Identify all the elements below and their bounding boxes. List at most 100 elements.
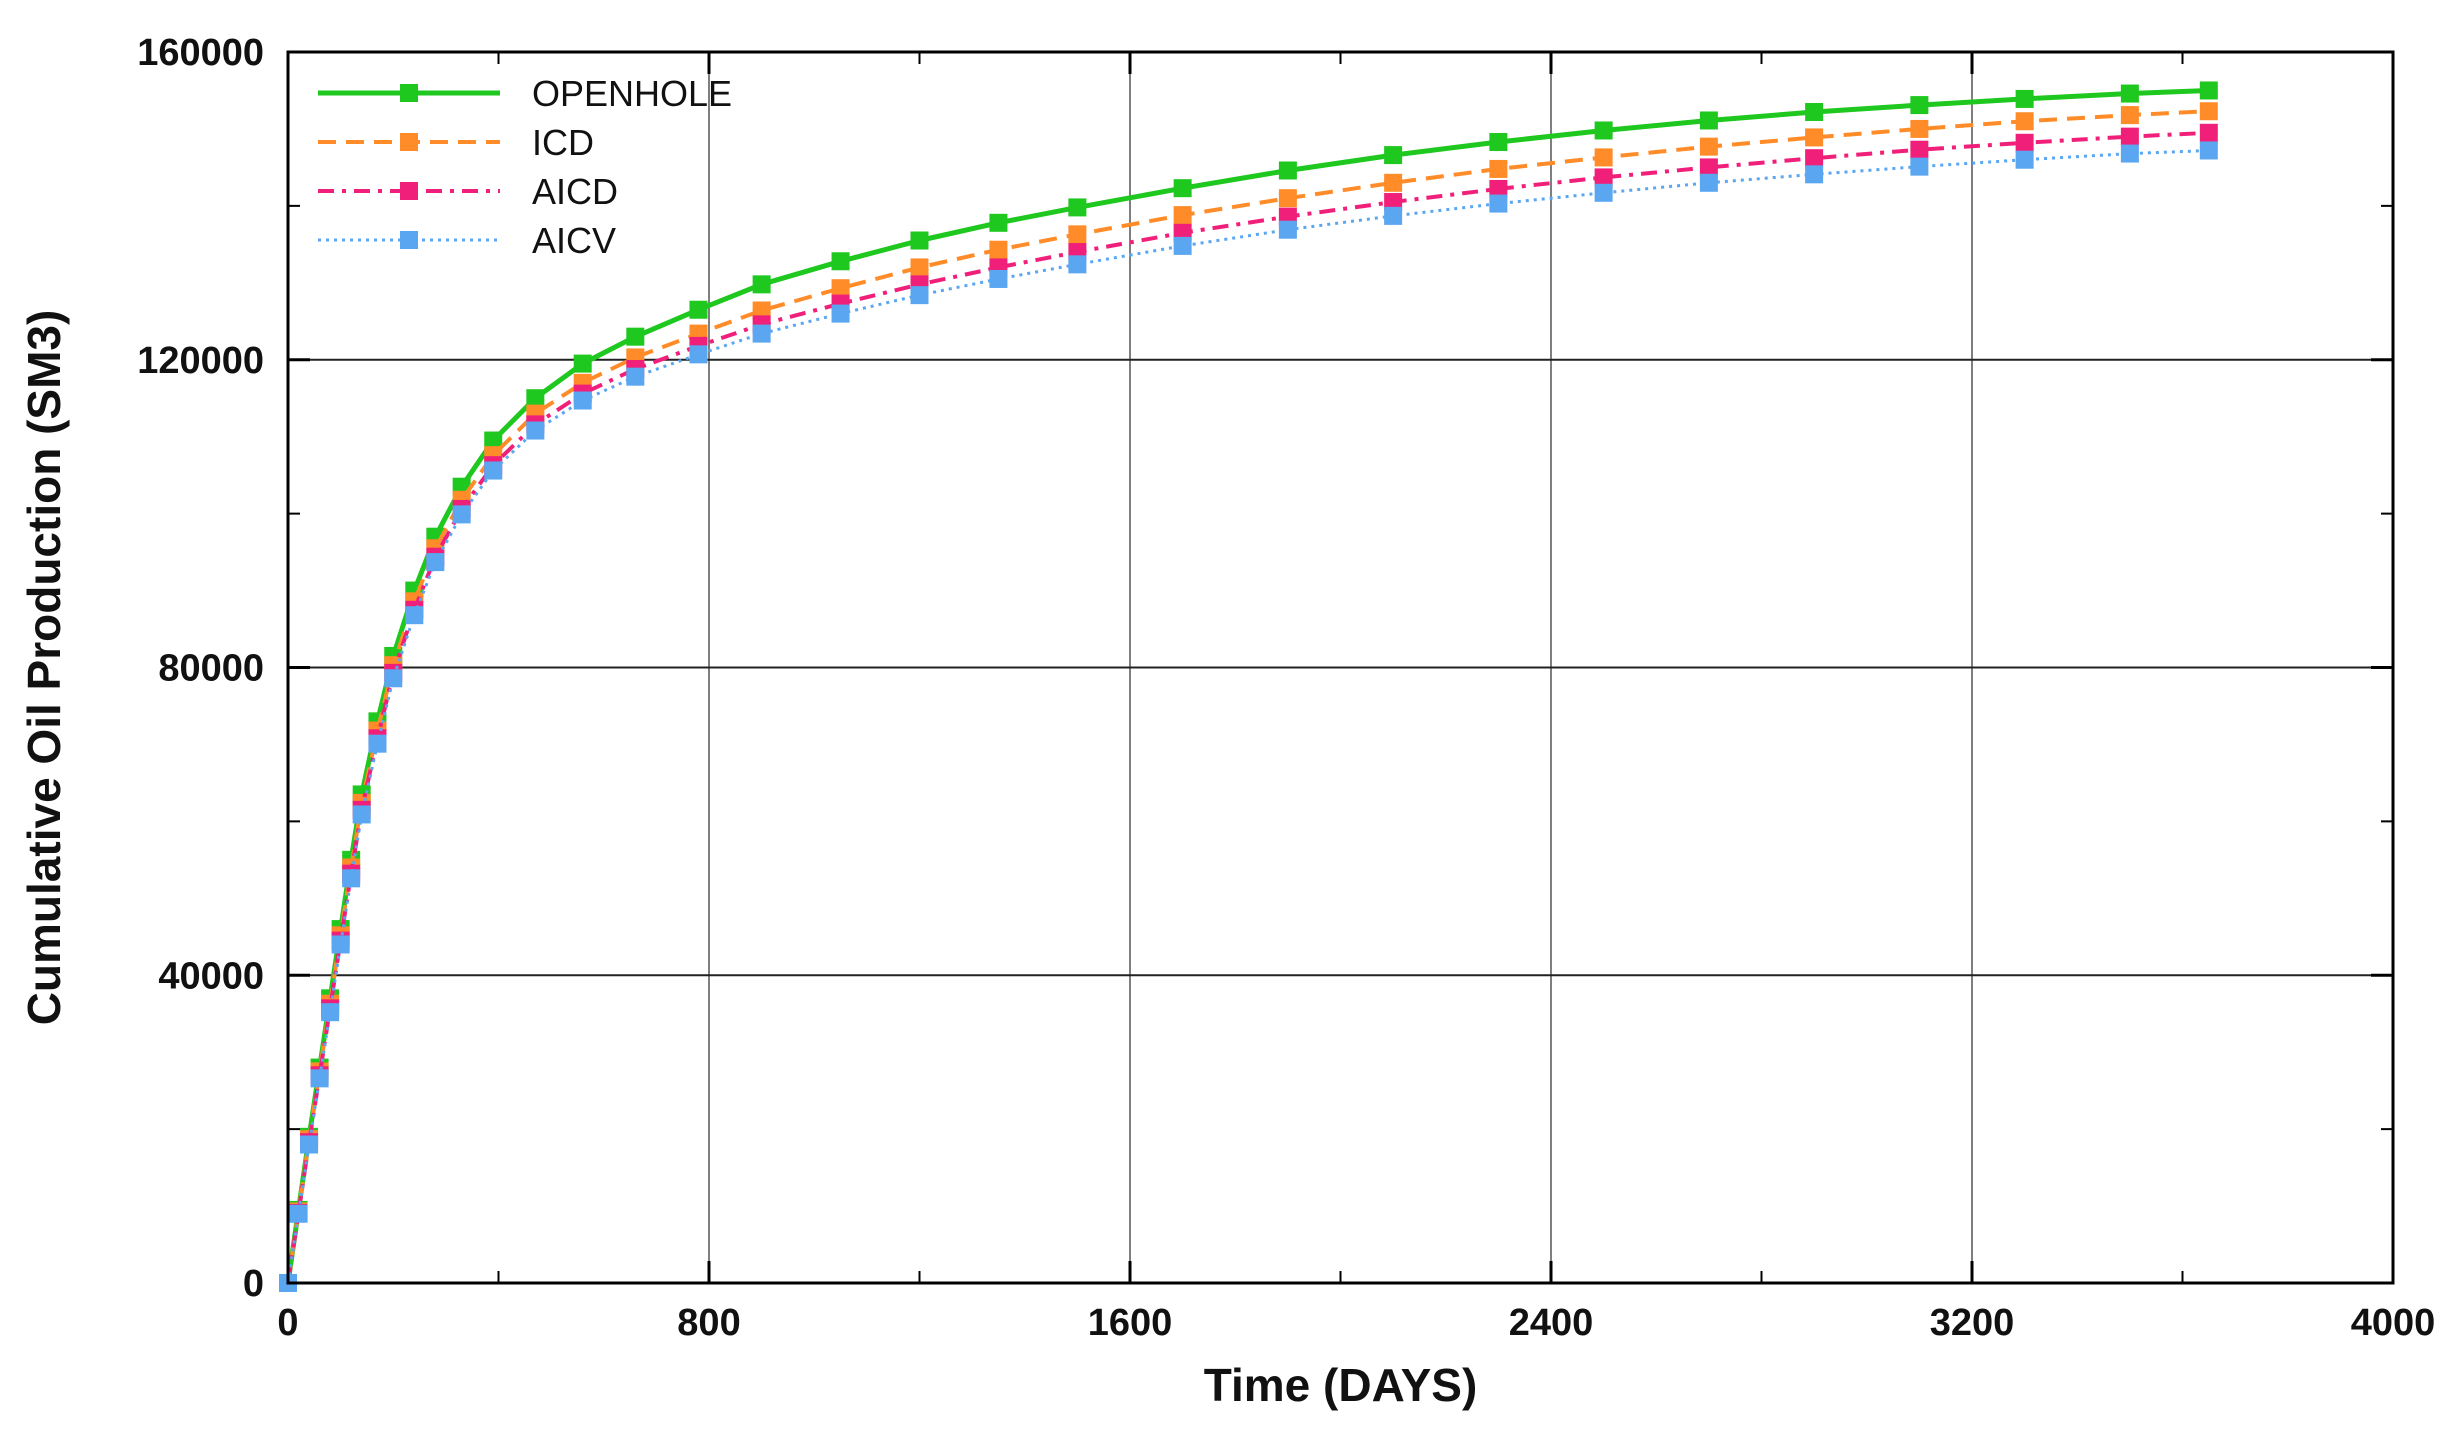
- data-point: [1384, 146, 1403, 165]
- data-point: [1805, 128, 1824, 147]
- data-point: [1068, 225, 1087, 244]
- y-tick-label: 120000: [137, 340, 264, 382]
- data-point: [1699, 111, 1718, 130]
- x-tick-label: 1600: [1088, 1302, 1173, 1344]
- legend-marker: [400, 182, 418, 200]
- data-point: [1805, 149, 1824, 168]
- data-point: [1173, 179, 1192, 198]
- x-tick-label: 2400: [1509, 1302, 1594, 1344]
- data-point: [2015, 112, 2034, 131]
- data-point: [1910, 96, 1929, 115]
- data-point: [1594, 168, 1613, 187]
- data-point: [484, 431, 503, 450]
- legend-marker: [400, 231, 418, 249]
- legend: OPENHOLE ICD AICD AICV: [318, 73, 732, 261]
- data-point: [1489, 133, 1508, 152]
- legend-item-aicv: AICV: [318, 220, 616, 261]
- data-point: [1278, 189, 1297, 208]
- data-point: [910, 231, 929, 250]
- data-point: [331, 935, 350, 954]
- legend-marker: [400, 133, 418, 151]
- data-point: [1594, 183, 1613, 202]
- data-point: [321, 1003, 340, 1022]
- data-point: [989, 213, 1008, 232]
- y-tick-label: 160000: [137, 32, 264, 74]
- data-point: [1489, 194, 1508, 213]
- data-point: [1805, 165, 1824, 184]
- x-tick-label: 0: [277, 1302, 298, 1344]
- data-point: [2199, 141, 2218, 160]
- legend-label: ICD: [532, 122, 594, 163]
- series-line-aicv: [286, 149, 2209, 1284]
- data-point: [1278, 161, 1297, 180]
- data-point: [405, 606, 424, 625]
- data-point: [989, 269, 1008, 288]
- data-point: [484, 461, 503, 480]
- data-point: [2120, 106, 2139, 125]
- data-point: [289, 1204, 308, 1223]
- series-line-icd: [286, 109, 2209, 1284]
- data-point: [452, 505, 471, 524]
- data-point: [368, 734, 387, 753]
- x-axis-label: Time (DAYS): [1204, 1359, 1478, 1411]
- data-point: [1173, 236, 1192, 255]
- series-line-aicd: [286, 130, 2209, 1284]
- y-tick-label: 80000: [158, 648, 264, 690]
- data-point: [526, 389, 545, 408]
- data-point: [384, 669, 403, 688]
- data-point: [1489, 159, 1508, 178]
- axis-ticks: 0 800 1600 2400 3200 400004000080000120000160…: [137, 32, 2435, 1344]
- data-point: [1699, 158, 1718, 177]
- data-point: [2015, 89, 2034, 108]
- data-point: [626, 367, 645, 386]
- legend-label: OPENHOLE: [532, 73, 732, 114]
- data-point: [573, 391, 592, 410]
- data-point: [831, 279, 850, 298]
- data-point: [689, 345, 708, 364]
- data-point: [2120, 127, 2139, 146]
- data-point: [1594, 121, 1613, 140]
- legend-item-icd: ICD: [318, 122, 594, 163]
- data-point: [1910, 140, 1929, 159]
- data-point: [1068, 198, 1087, 217]
- data-point: [310, 1069, 329, 1088]
- data-point: [1594, 148, 1613, 167]
- data-point: [1489, 179, 1508, 198]
- legend-item-openhole: OPENHOLE: [318, 73, 732, 114]
- data-point: [2120, 144, 2139, 163]
- series-layer: [279, 81, 2218, 1292]
- x-tick-label: 3200: [1930, 1302, 2015, 1344]
- data-point: [2120, 84, 2139, 103]
- y-axis-label: Cumulative Oil Production (SM3): [18, 310, 70, 1026]
- data-point: [752, 324, 771, 343]
- data-point: [831, 304, 850, 323]
- data-point: [689, 300, 708, 319]
- x-tick-label: 800: [677, 1302, 740, 1344]
- legend-marker: [400, 84, 418, 102]
- data-point: [300, 1135, 319, 1154]
- data-point: [752, 275, 771, 294]
- legend-label: AICD: [532, 171, 618, 212]
- x-tick-label: 4000: [2351, 1302, 2436, 1344]
- data-point: [989, 240, 1008, 259]
- data-point: [1384, 173, 1403, 192]
- data-point: [426, 553, 445, 572]
- data-point: [1910, 119, 1929, 138]
- data-point: [1805, 103, 1824, 122]
- legend-item-aicd: AICD: [318, 171, 618, 212]
- data-point: [2199, 102, 2218, 121]
- data-point: [526, 421, 545, 440]
- data-point: [910, 286, 929, 305]
- data-point: [752, 301, 771, 320]
- data-point: [910, 258, 929, 277]
- data-point: [1278, 220, 1297, 239]
- data-point: [626, 327, 645, 346]
- series-aicv: [279, 141, 2218, 1292]
- data-point: [573, 354, 592, 373]
- data-point: [2199, 81, 2218, 100]
- y-tick-label: 0: [243, 1263, 264, 1305]
- data-point: [352, 805, 371, 824]
- data-point: [342, 869, 361, 888]
- data-point: [1699, 173, 1718, 192]
